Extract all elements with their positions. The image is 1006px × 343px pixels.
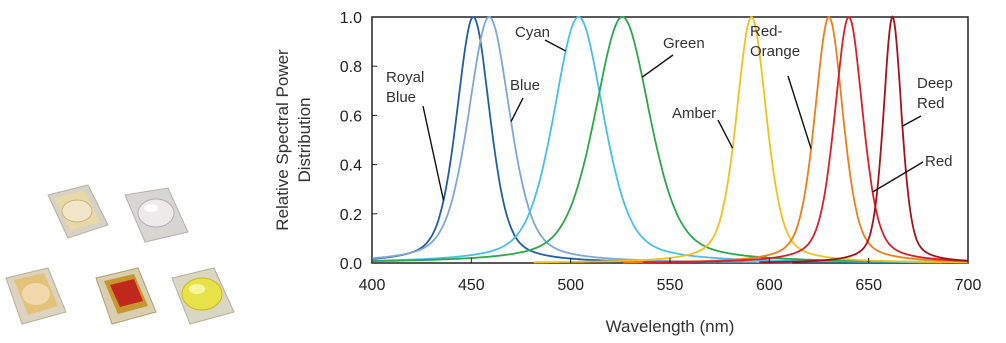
series-label-amber: Amber xyxy=(672,105,716,122)
x-tick-label: 450 xyxy=(458,277,485,294)
y-tick-label: 0.6 xyxy=(340,108,362,125)
leader-line xyxy=(872,161,924,193)
series-line-red xyxy=(643,15,968,264)
x-tick-label: 700 xyxy=(955,277,982,294)
series-line-cyan xyxy=(372,16,943,264)
y-tick-label: 1.0 xyxy=(340,10,362,27)
leader-line xyxy=(717,119,734,149)
leader-line xyxy=(422,105,445,201)
leader-line xyxy=(787,75,812,149)
x-tick-label: 500 xyxy=(557,277,584,294)
y-tick-label: 0.8 xyxy=(340,59,362,76)
tick-layer: 400 450 500 550 600 650 700 0.0 0.2 0.4 0.6 0.8 1.0 xyxy=(340,10,982,294)
series-label-royal-blue: Royal Blue xyxy=(386,69,424,106)
x-tick-label: 650 xyxy=(855,277,882,294)
leader-line xyxy=(544,39,567,52)
led-package-white-1 xyxy=(47,184,109,239)
led-package-red xyxy=(95,267,157,325)
led-packages-photo xyxy=(5,184,235,325)
series-line-amber xyxy=(533,15,969,264)
x-tick-label: 400 xyxy=(359,277,386,294)
leader-line xyxy=(510,97,524,122)
label-layer: Royal Blue Blue Cyan Green Amber Red-Orange Dee… xyxy=(386,23,953,201)
series-label-red-orange: Red-Orange xyxy=(750,23,800,60)
y-tick-label: 0.4 xyxy=(340,158,362,175)
series-label-cyan: Cyan xyxy=(515,24,550,41)
series-label-deep-red: Deep Red xyxy=(917,75,953,112)
y-tick-label: 0.2 xyxy=(340,207,362,224)
plot-frame xyxy=(371,16,969,264)
series-line-deep-red xyxy=(759,15,968,264)
spectral-chart: 400 450 500 550 600 650 7000.00.20.40.60.81.0 … xyxy=(273,10,982,336)
leader-line xyxy=(641,54,674,78)
y-tick-label: 0.0 xyxy=(340,256,362,273)
x-tick-label: 600 xyxy=(756,277,783,294)
x-axis-title: Wavelength (nm) xyxy=(606,317,735,336)
leader-line xyxy=(902,115,922,127)
series-label-green: Green xyxy=(663,35,705,52)
led-package-white-2 xyxy=(124,187,189,243)
series-label-blue: Blue xyxy=(510,77,540,94)
series-label-red: Red xyxy=(925,153,953,170)
y-axis-title: Relative Spectral Power Distribution xyxy=(273,49,314,231)
x-tick-label: 550 xyxy=(657,277,684,294)
led-package-yellow-green xyxy=(171,267,235,325)
led-package-amber xyxy=(5,267,67,325)
